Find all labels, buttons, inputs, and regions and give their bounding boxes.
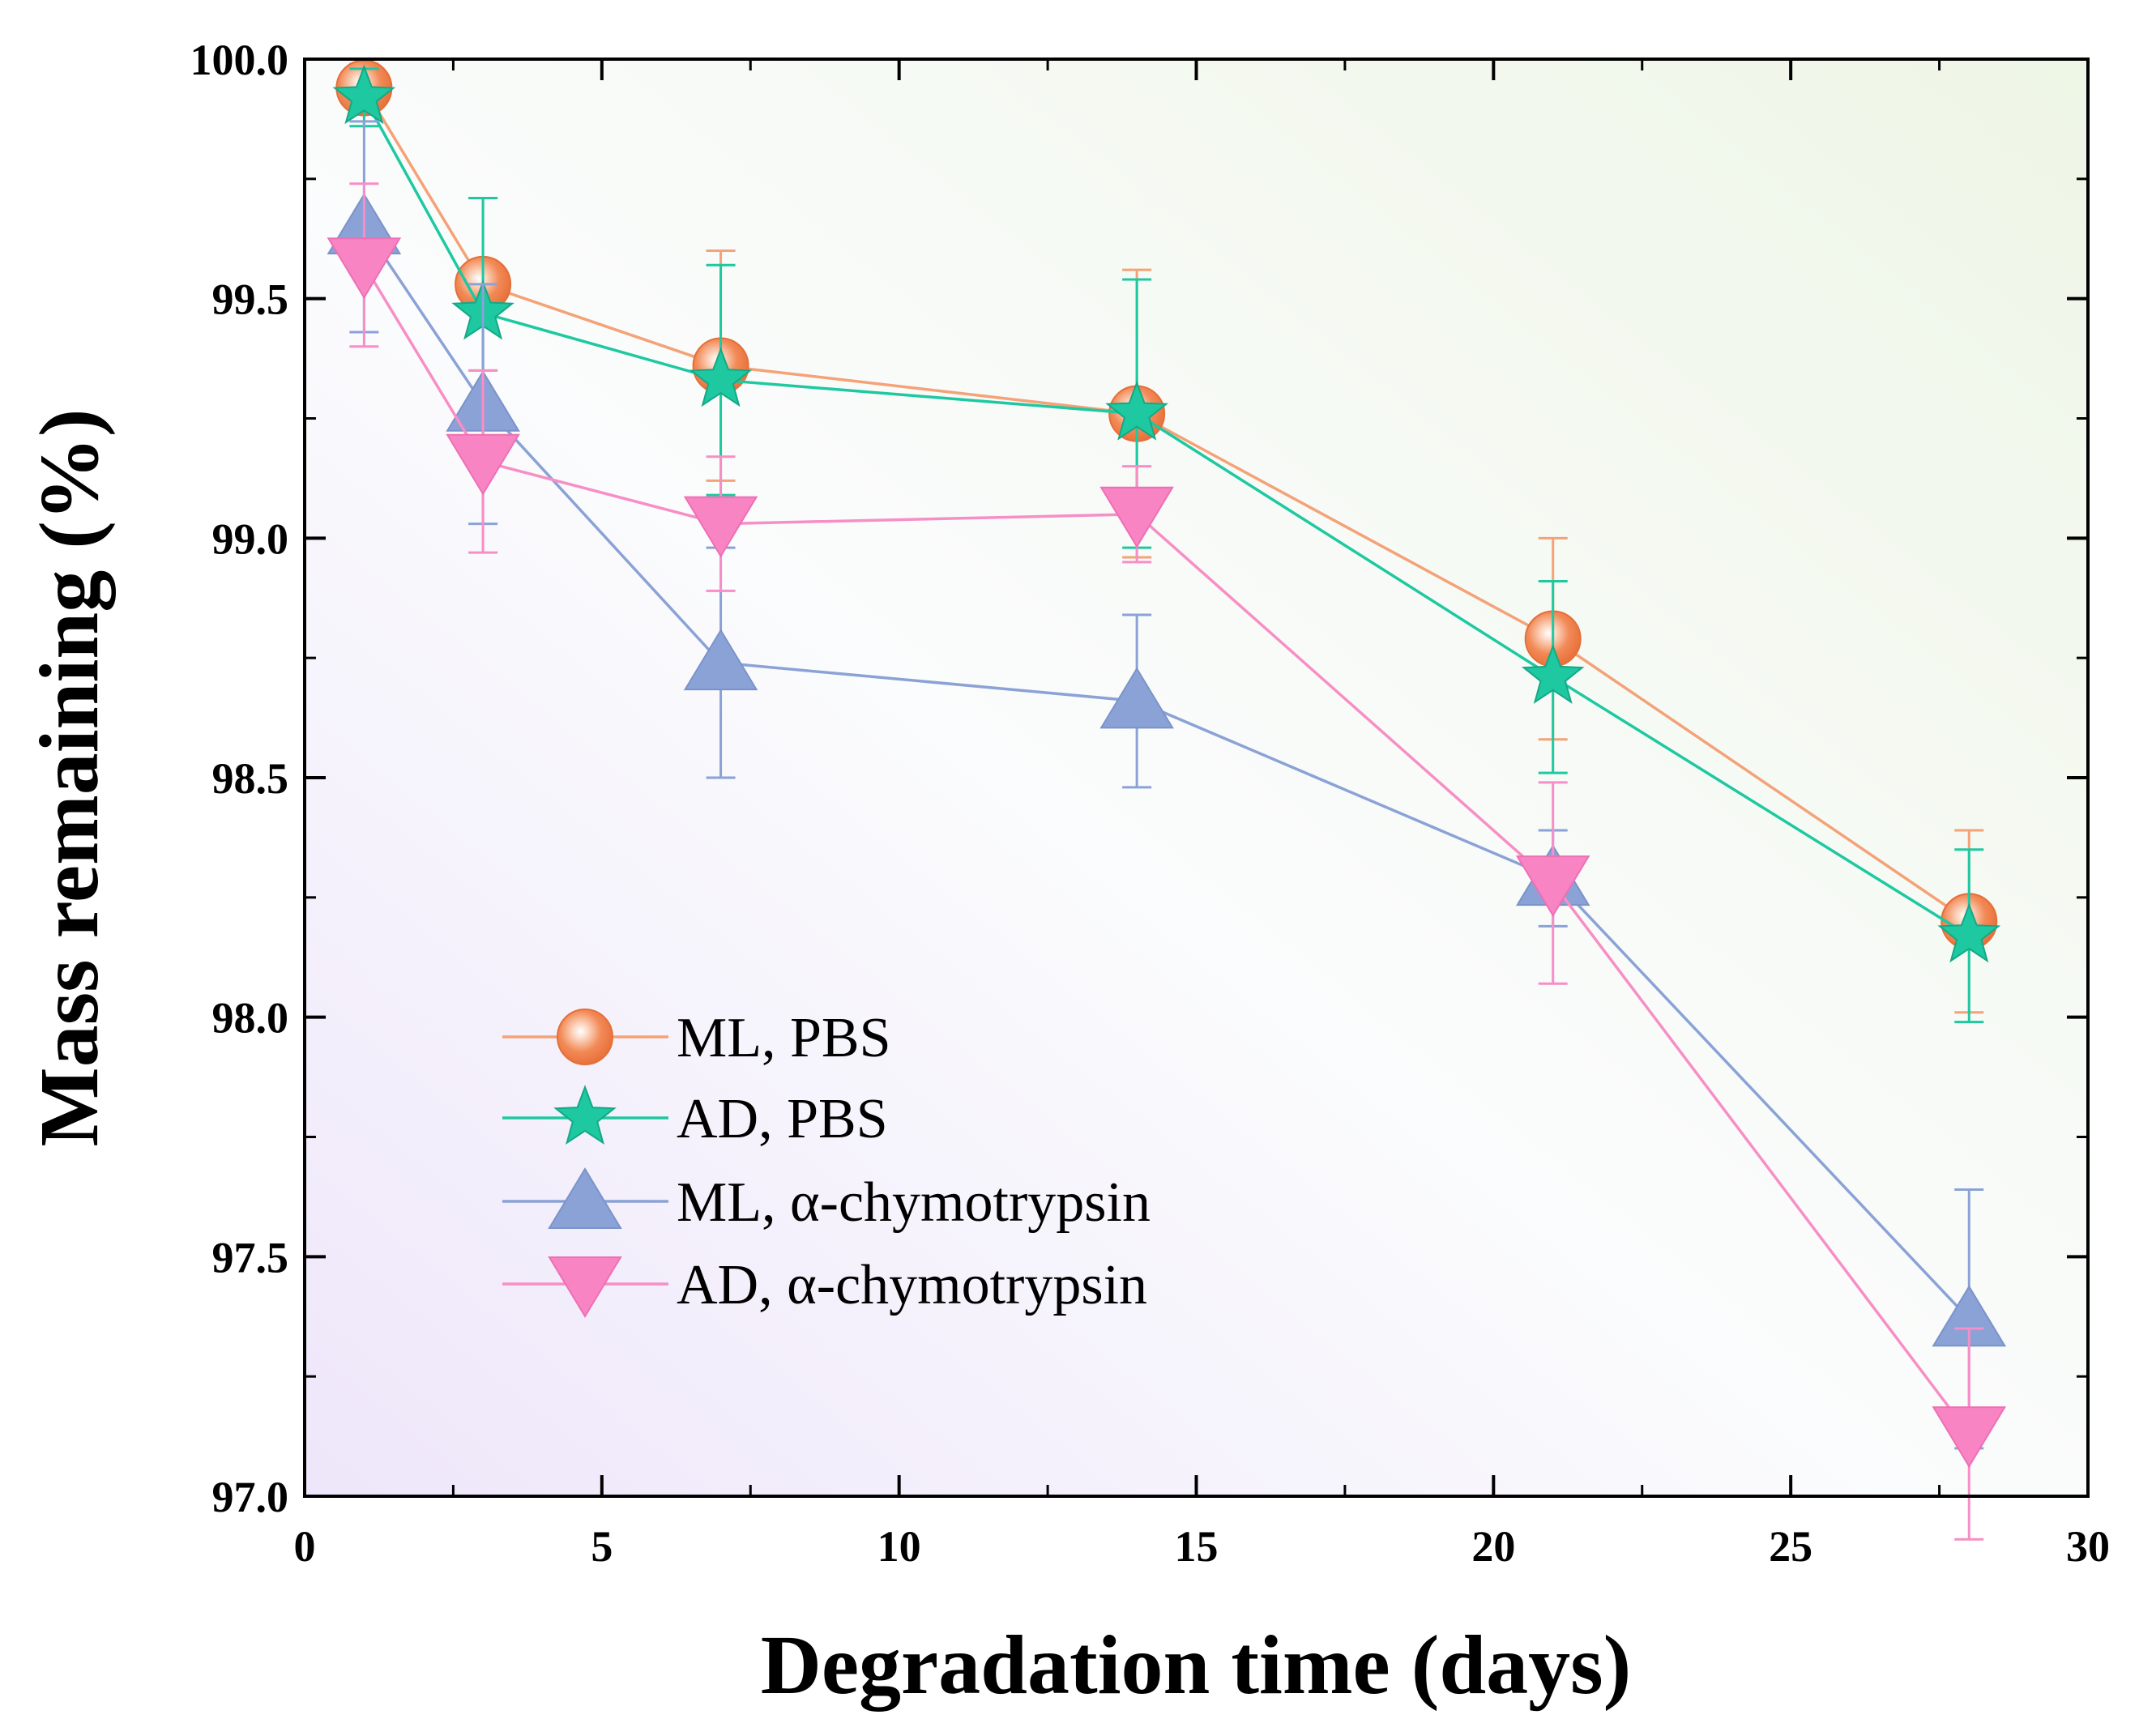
y-tick-label: 99.5 [212,275,289,324]
y-tick-label: 99.0 [212,514,289,563]
y-tick-label: 97.5 [212,1233,289,1282]
data-point [1932,1406,2007,1469]
data-point [1105,380,1169,441]
data-point [332,64,396,125]
legend-item: AD, α-chymotrypsin [502,1254,1147,1318]
data-point [1099,667,1174,729]
x-tick-label: 0 [294,1522,316,1571]
data-point [683,629,758,691]
data-point [327,237,402,300]
legend-item: ML, α-chymotrypsin [502,1167,1151,1234]
x-tick-label: 5 [591,1522,613,1571]
x-tick-label: 25 [1769,1522,1812,1571]
legend-label: AD, α-chymotrypsin [677,1254,1147,1316]
legend-item: ML, PBS [502,1007,891,1069]
data-point [1521,643,1585,704]
axes-layer: 0 5 10 15 20 25 30 97.0 97.5 98.0 98.5 99.0 99.5 100.… [190,36,2111,1571]
y-tick-label: 98.5 [212,754,289,803]
data-point [689,347,753,407]
data-point [446,433,520,496]
data-point [1937,902,2001,963]
y-tick-label: 100.0 [190,36,289,84]
y-axis-title: Mass remaining (%) [23,409,116,1147]
legend-item: AD, PBS [502,1085,888,1150]
series-line [362,264,1970,1435]
y-tick-label: 97.0 [212,1473,289,1521]
series-line [362,226,1970,1320]
legend: ML, PBS AD, PBS ML, α-chymotrypsin AD, α-ch… [502,1007,1151,1318]
x-tick-label: 30 [2066,1522,2110,1571]
y-tick-label: 98.0 [212,994,289,1043]
x-tick-label: 20 [1471,1522,1515,1571]
x-tick-label: 15 [1175,1522,1219,1571]
legend-label: AD, PBS [677,1088,888,1150]
legend-label: ML, α-chymotrypsin [677,1171,1151,1234]
data-point [1099,486,1174,548]
data-point [683,496,758,558]
legend-marker [553,1085,617,1145]
x-tick-label: 10 [877,1522,921,1571]
series-line [362,87,1970,923]
legend-marker [557,1009,613,1065]
legend-marker [548,1256,622,1318]
legend-marker [548,1167,622,1229]
legend-label: ML, PBS [677,1007,891,1069]
series-layer [327,59,2007,1541]
series-line [362,96,1970,937]
series-ad-chymotrypsin [327,182,2007,1541]
data-point [1515,855,1590,918]
x-axis-title: Degradation time (days) [761,1619,1632,1712]
